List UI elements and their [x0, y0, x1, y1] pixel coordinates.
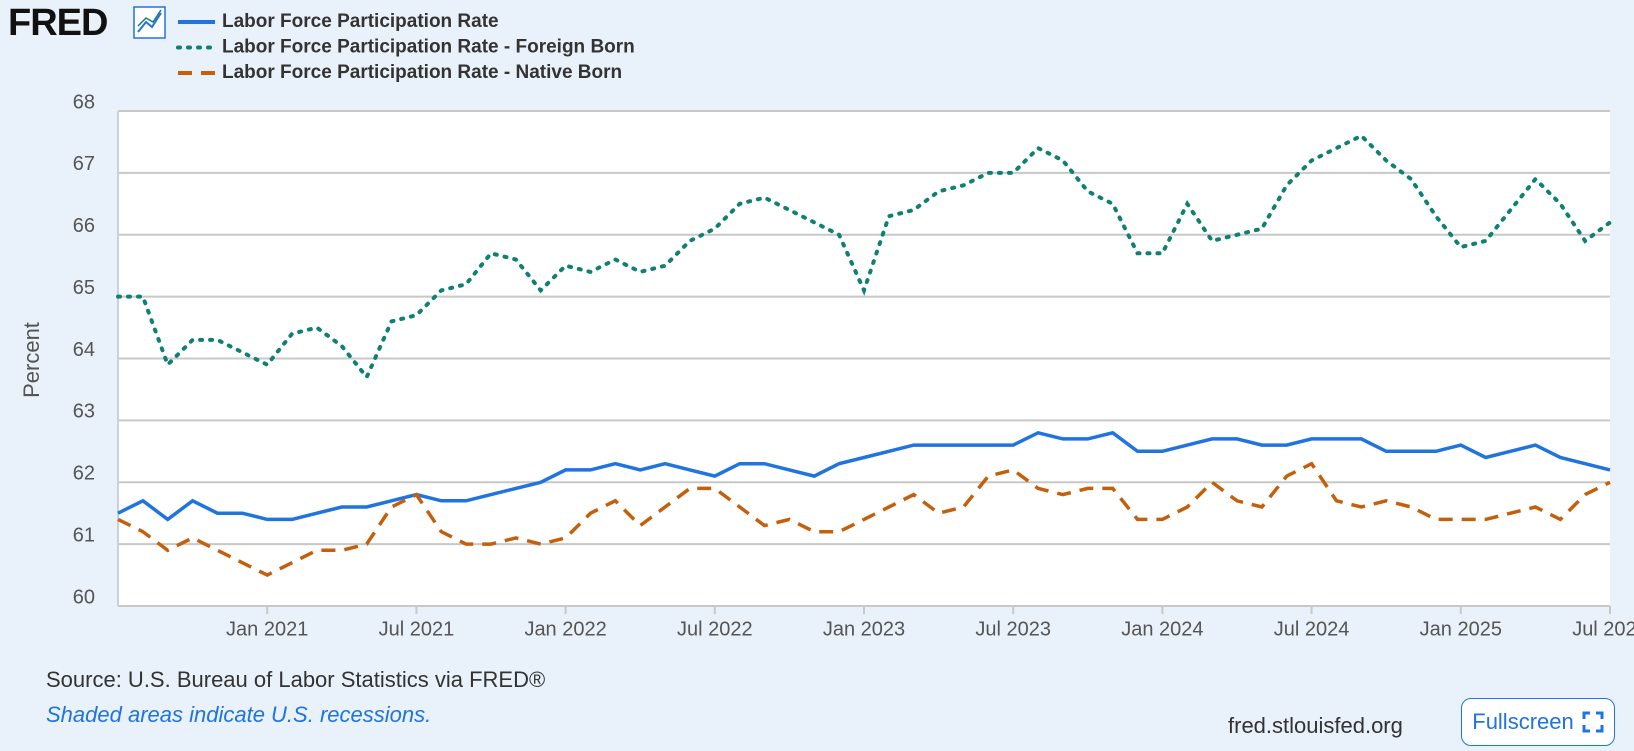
series-line [117, 461, 1611, 578]
x-tick-label: Jan 2025 [1420, 618, 1502, 640]
x-tick-label: Jul 2025 [1572, 618, 1634, 640]
x-tick-label: Jan 2023 [823, 618, 905, 640]
y-tick-label: 65 [73, 277, 95, 299]
series-line [116, 133, 1612, 381]
source: Source: U.S. Bureau of Labor Statistics … [46, 667, 546, 692]
recession-note: Shaded areas indicate U.S. recessions. [46, 702, 432, 727]
y-tick-label: 62 [73, 463, 95, 485]
legend-label: Labor Force Participation Rate [222, 11, 499, 32]
y-tick-label: 61 [73, 524, 95, 546]
site-url: fred.stlouisfed.org [1228, 713, 1403, 738]
y-tick-label: 60 [73, 586, 95, 608]
legend-label: Labor Force Participation Rate - Foreign… [222, 37, 635, 58]
legend-label: Labor Force Participation Rate - Native … [222, 62, 622, 83]
y-axis-label: Percent [19, 322, 44, 398]
x-tick-label: Jul 2023 [975, 618, 1051, 640]
button-label: Fullscreen [1472, 709, 1574, 734]
y-tick-label: 64 [73, 339, 95, 361]
series-line [117, 430, 1611, 522]
y-tick-label: 68 [73, 91, 95, 113]
x-tick-label: Jan 2024 [1121, 618, 1203, 640]
y-tick-label: 66 [73, 215, 95, 237]
logo: FRED [8, 2, 107, 44]
fullscreen-icon [1582, 711, 1604, 733]
x-tick-label: Jul 2024 [1274, 618, 1350, 640]
fullscreen-button[interactable]: Fullscreen [1461, 698, 1615, 746]
x-tick-label: Jan 2022 [524, 618, 606, 640]
y-tick-label: 67 [73, 153, 95, 175]
logo-icon [133, 6, 166, 39]
y-tick-label: 63 [73, 401, 95, 423]
x-tick-label: Jul 2021 [379, 618, 455, 640]
x-tick-label: Jan 2021 [226, 618, 308, 640]
x-tick-label: Jul 2022 [677, 618, 753, 640]
